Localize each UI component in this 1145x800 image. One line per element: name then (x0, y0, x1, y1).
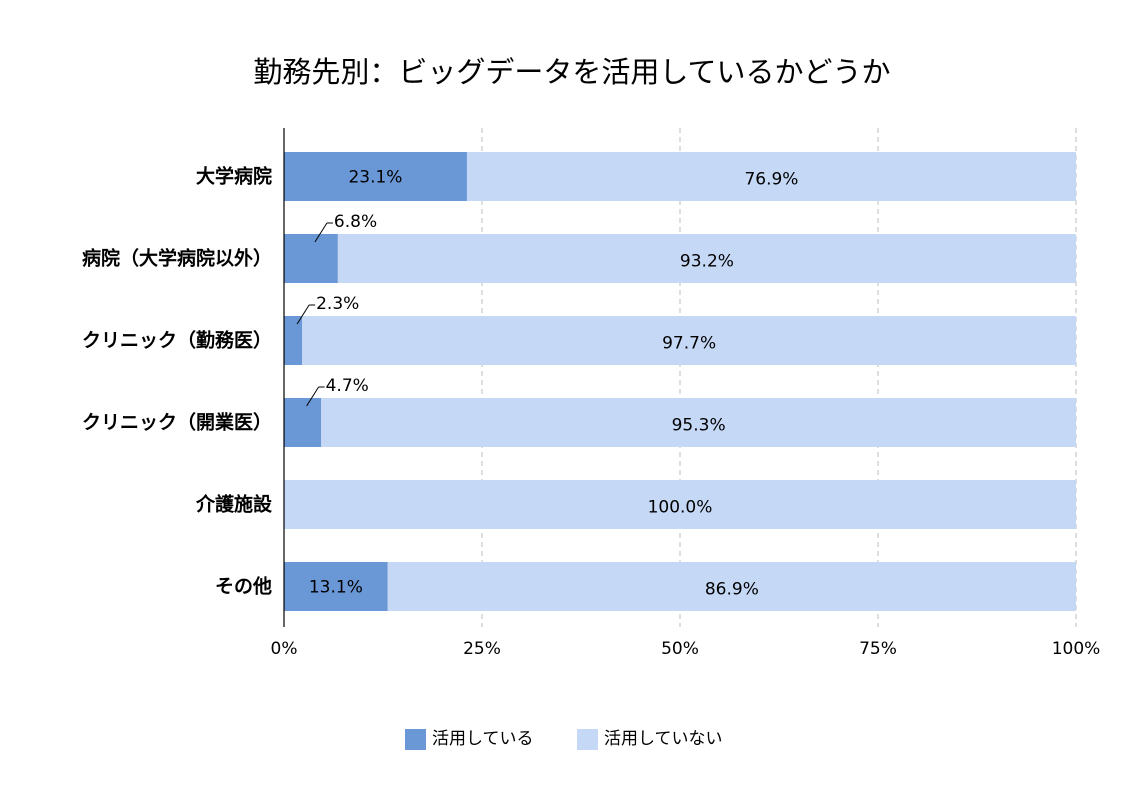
data-label-used: 4.7% (326, 376, 369, 396)
category-label: クリニック（開業医） (82, 411, 272, 434)
bar-unused-3 (321, 398, 1076, 447)
data-label-unused: 86.9% (705, 580, 759, 600)
x-tick-label: 50% (661, 639, 699, 659)
data-label-unused: 93.2% (680, 252, 734, 272)
legend-swatch-used (405, 729, 426, 750)
data-label-used: 23.1% (348, 168, 402, 188)
legend-swatch-unused (577, 729, 598, 750)
legend-label-unused: 活用していない (604, 729, 723, 749)
bar-unused-1 (337, 234, 1077, 283)
data-label-used: 2.3% (316, 294, 359, 314)
legend-label-used: 活用している (432, 729, 534, 749)
x-tick-label: 0% (271, 639, 298, 659)
bar-unused-5 (387, 562, 1076, 611)
data-label-unused: 95.3% (672, 416, 726, 436)
bar-unused-0 (466, 152, 1076, 201)
chart-title: 勤務先別：ビッグデータを活用しているかどうか (253, 55, 890, 89)
data-label-unused: 100.0% (648, 498, 713, 518)
data-label-used: 13.1% (309, 578, 363, 598)
category-label: 病院（大学病院以外） (82, 247, 272, 270)
data-label-unused: 97.7% (662, 334, 716, 354)
bar-used-5 (284, 562, 388, 611)
bar-unused-4 (284, 480, 1076, 529)
leader-line (306, 386, 320, 407)
category-label: 大学病院 (196, 165, 272, 188)
x-tick-label: 75% (859, 639, 897, 659)
bar-used-1 (284, 234, 338, 283)
bar-used-2 (284, 316, 303, 365)
bar-used-3 (284, 398, 322, 447)
bar-used-0 (284, 152, 467, 201)
category-label: その他 (215, 575, 272, 598)
leader-line (314, 222, 328, 243)
leader-line (296, 304, 310, 325)
category-label: クリニック（勤務医） (82, 329, 272, 352)
x-tick-label: 25% (463, 639, 501, 659)
x-tick-label: 100% (1052, 639, 1101, 659)
bar-unused-2 (302, 316, 1076, 365)
data-label-unused: 76.9% (744, 170, 798, 190)
category-label: 介護施設 (195, 493, 273, 516)
data-label-used: 6.8% (334, 212, 377, 232)
